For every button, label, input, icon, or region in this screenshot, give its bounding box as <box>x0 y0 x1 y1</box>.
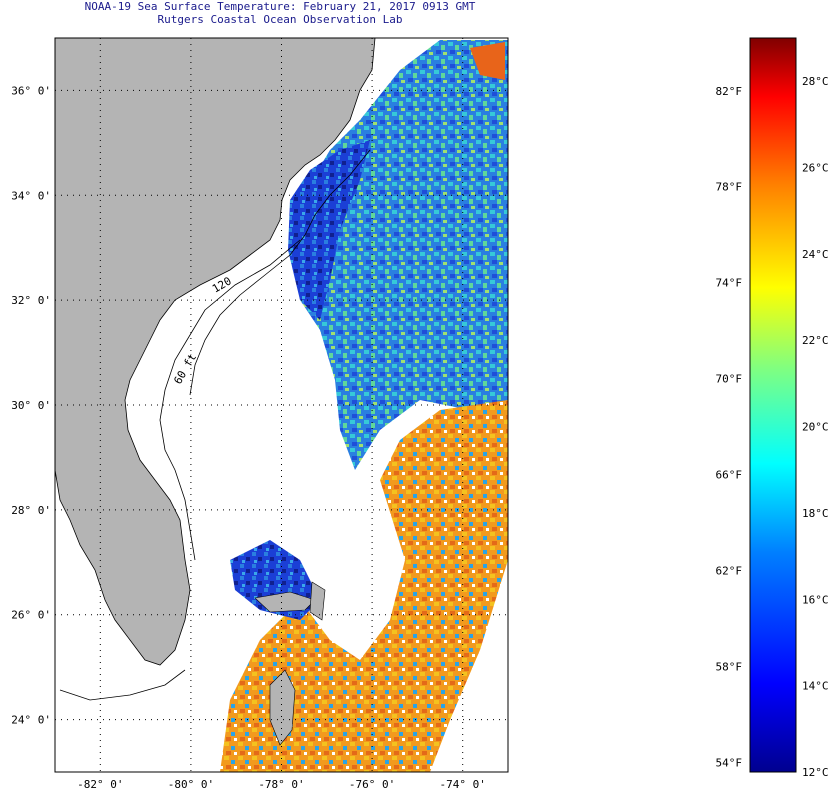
map-subtitle: Rutgers Coastal Ocean Observation Lab <box>157 13 402 26</box>
lon-tick-label: -78° 0' <box>258 778 304 791</box>
colorbar-fahrenheit-tick: 62°F <box>716 565 743 578</box>
colorbar-fahrenheit-tick: 82°F <box>716 85 743 98</box>
land-grand-bahama <box>254 591 316 613</box>
colorbar-celsius-tick: 20°C <box>802 421 829 434</box>
lat-axis-labels: 36° 0' 34° 0' 32° 0' 30° 0' 28° 0' 26° 0' 24° … <box>11 84 51 726</box>
graticule <box>55 38 508 772</box>
colorbar-fahrenheit-tick: 70°F <box>716 373 743 386</box>
colorbar-fahrenheit-tick: 54°F <box>716 756 743 769</box>
map-title: NOAA-19 Sea Surface Temperature: Februar… <box>85 0 476 13</box>
colorbar <box>749 37 797 773</box>
colorbar-celsius-labels: 28°C 26°C 24°C 22°C 20°C 18°C 16°C 14°C 12°C <box>802 75 829 779</box>
colorbar-celsius-tick: 26°C <box>802 162 829 175</box>
lon-tick-label: -82° 0' <box>77 778 123 791</box>
lon-tick-label: -74° 0' <box>440 778 486 791</box>
colorbar-fahrenheit-labels: 82°F 78°F 74°F 70°F 66°F 62°F 58°F 54°F <box>716 85 743 770</box>
lon-tick-label: -80° 0' <box>168 778 214 791</box>
colorbar-fahrenheit-tick: 74°F <box>716 277 743 290</box>
land-bahamas-andros <box>269 669 296 746</box>
colorbar-fahrenheit-tick: 58°F <box>716 660 743 673</box>
sst-warm-northeast <box>470 42 505 80</box>
sst-cold-shelf <box>288 140 370 320</box>
lon-axis-labels: -82° 0' -80° 0' -78° 0' -76° 0' -74° 0' <box>77 778 486 791</box>
colorbar-celsius-tick: 14°C <box>802 680 829 693</box>
sst-swath-south <box>220 400 508 772</box>
contour-line-shelf <box>189 149 371 396</box>
lat-tick-label: 28° 0' <box>11 504 51 517</box>
lat-tick-label: 30° 0' <box>11 399 51 412</box>
lat-tick-label: 24° 0' <box>11 714 51 727</box>
colorbar-celsius-tick: 22°C <box>802 334 829 347</box>
lon-tick-label: -76° 0' <box>349 778 395 791</box>
lat-tick-label: 34° 0' <box>11 189 51 202</box>
colorbar-celsius-tick: 18°C <box>802 507 829 520</box>
lat-tick-label: 32° 0' <box>11 294 51 307</box>
lat-tick-label: 36° 0' <box>11 84 51 97</box>
contour-line-offshore <box>159 239 301 561</box>
map-frame <box>54 37 509 773</box>
lat-tick-label: 26° 0' <box>11 609 51 622</box>
colorbar-celsius-tick: 12°C <box>802 766 829 779</box>
contour-line-florida-keys <box>59 669 186 701</box>
colorbar-fahrenheit-tick: 66°F <box>716 469 743 482</box>
colorbar-fahrenheit-tick: 78°F <box>716 181 743 194</box>
colorbar-celsius-tick: 28°C <box>802 75 829 88</box>
colorbar-celsius-tick: 16°C <box>802 593 829 606</box>
colorbar-celsius-tick: 24°C <box>802 248 829 261</box>
land-abaco <box>309 581 326 621</box>
land-southeast-us <box>55 38 376 666</box>
map-panel <box>55 38 508 772</box>
